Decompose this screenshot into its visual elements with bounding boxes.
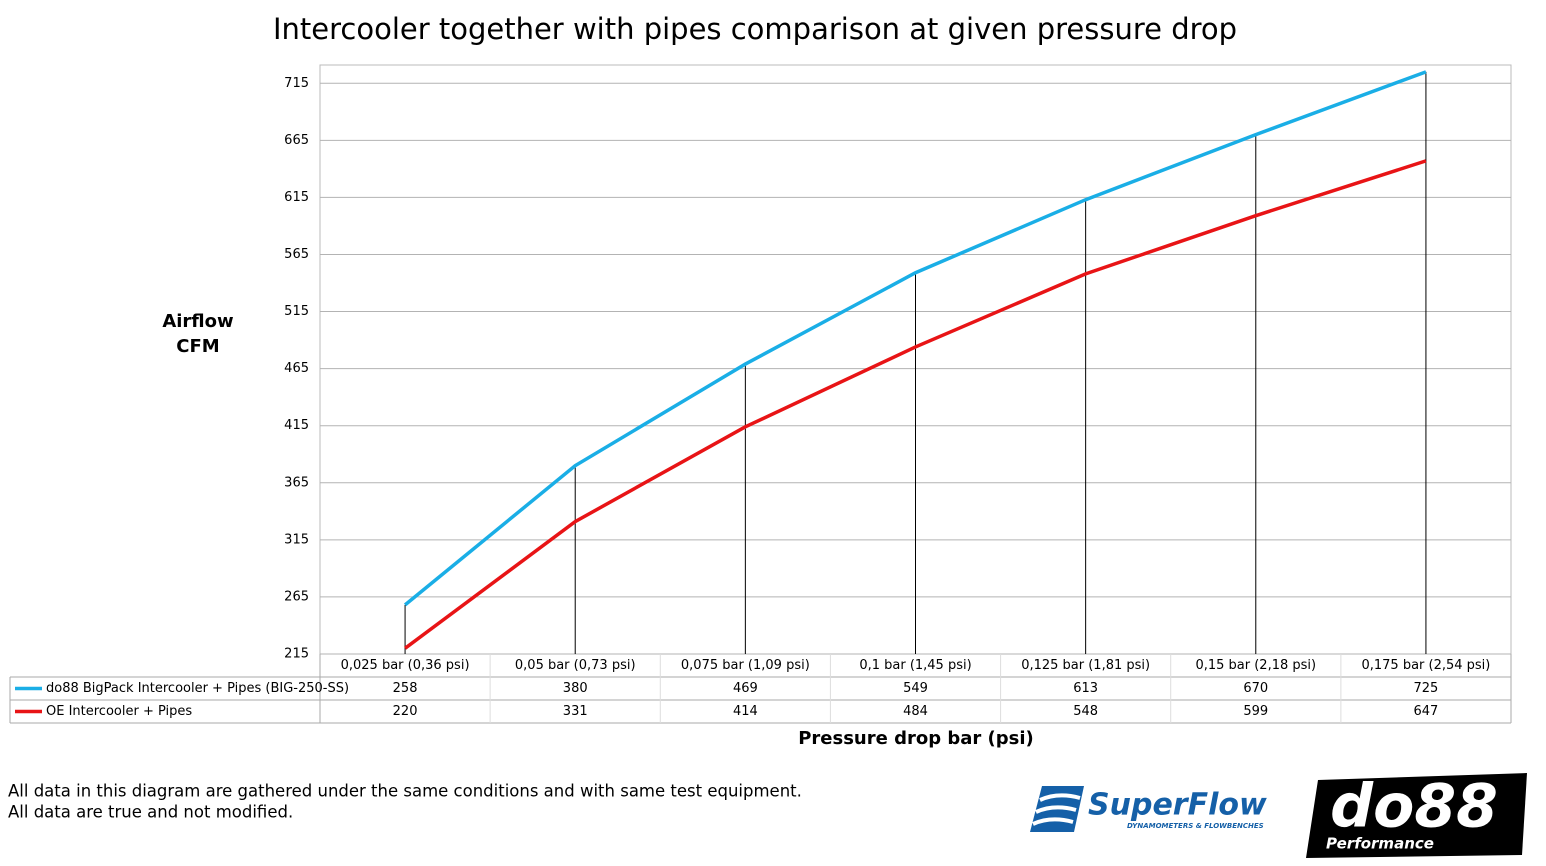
legend-label: OE Intercooler + Pipes — [46, 704, 192, 719]
superflow-logo: SuperFlow DYNAMOMETERS & FLOWBENCHES — [1030, 786, 1267, 832]
y-tick-label: 565 — [284, 247, 309, 262]
y-tick-label: 365 — [284, 475, 309, 490]
x-tick-label: 0,125 bar (1,81 psi) — [1021, 658, 1150, 673]
table-value: 599 — [1243, 704, 1268, 719]
table-value: 258 — [393, 681, 418, 696]
table-value: 484 — [903, 704, 928, 719]
table-value: 613 — [1073, 681, 1098, 696]
y-tick-label: 615 — [284, 190, 309, 205]
y-tick-label: 415 — [284, 418, 309, 433]
table-value: 331 — [563, 704, 588, 719]
logo-text: SuperFlow — [1088, 788, 1267, 823]
x-tick-label: 0,025 bar (0,36 psi) — [341, 658, 470, 673]
logo-text: do88 — [1330, 772, 1498, 842]
y-axis-label: CFM — [176, 336, 219, 357]
table-value: 549 — [903, 681, 928, 696]
x-tick-label: 0,175 bar (2,54 psi) — [1361, 658, 1490, 673]
table-value: 725 — [1414, 681, 1439, 696]
x-tick-label: 0,05 bar (0,73 psi) — [515, 658, 636, 673]
y-tick-label: 465 — [284, 361, 309, 376]
series-line — [404, 159, 1427, 650]
y-tick-label: 715 — [284, 76, 309, 91]
footnote: All data in this diagram are gathered un… — [8, 782, 802, 801]
table-value: 220 — [393, 704, 418, 719]
table-value: 469 — [733, 681, 758, 696]
table-value: 647 — [1414, 704, 1439, 719]
logo-tagline: Performance — [1326, 835, 1434, 853]
x-axis-label: Pressure drop bar (psi) — [798, 728, 1034, 749]
table-value: 548 — [1073, 704, 1098, 719]
y-tick-label: 315 — [284, 532, 309, 547]
y-tick-label: 265 — [284, 589, 309, 604]
logo-icon — [1032, 793, 1081, 826]
logo-box — [1306, 773, 1527, 858]
do88-logo: do88 Performance — [1306, 772, 1527, 858]
table-value: 380 — [563, 681, 588, 696]
x-tick-label: 0,1 bar (1,45 psi) — [859, 658, 971, 673]
series-line — [403, 70, 1427, 607]
x-tick-label: 0,15 bar (2,18 psi) — [1195, 658, 1316, 673]
chart-title: Intercooler together with pipes comparis… — [273, 12, 1237, 46]
y-tick-label: 215 — [284, 647, 309, 662]
footnote: All data are true and not modified. — [8, 803, 293, 822]
logo-tagline: DYNAMOMETERS & FLOWBENCHES — [1127, 822, 1264, 830]
y-tick-label: 665 — [284, 133, 309, 148]
table-value: 414 — [733, 704, 758, 719]
y-tick-label: 515 — [284, 304, 309, 319]
table-value: 670 — [1243, 681, 1268, 696]
y-axis-label: Airflow — [162, 311, 233, 332]
x-tick-label: 0,075 bar (1,09 psi) — [681, 658, 810, 673]
legend-label: do88 BigPack Intercooler + Pipes (BIG-25… — [46, 681, 349, 696]
